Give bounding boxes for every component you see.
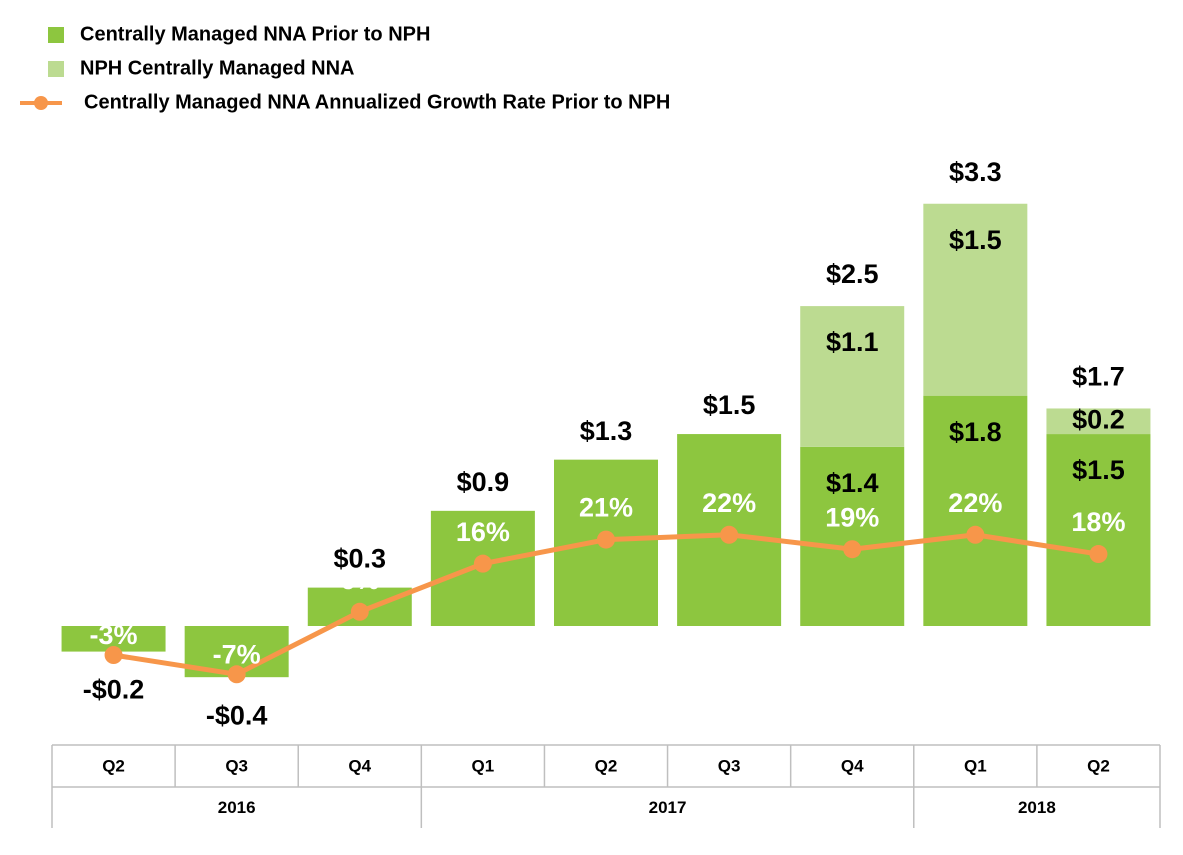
percent-label: -3% bbox=[90, 620, 138, 650]
bar bbox=[800, 446, 905, 626]
legend-swatch bbox=[48, 27, 64, 43]
legend-marker bbox=[34, 96, 48, 110]
legend-swatch bbox=[48, 61, 64, 77]
data-label: $0.3 bbox=[333, 544, 386, 574]
data-label: $0.9 bbox=[457, 467, 510, 497]
data-label: -$0.2 bbox=[83, 675, 145, 705]
bar bbox=[1046, 434, 1151, 626]
total-label: $3.3 bbox=[949, 157, 1002, 187]
line-marker bbox=[720, 525, 739, 544]
bar bbox=[800, 306, 905, 447]
line-marker bbox=[104, 646, 123, 665]
data-label: $1.1 bbox=[826, 327, 879, 357]
percent-label: 18% bbox=[1071, 507, 1125, 537]
legend-label: Centrally Managed NNA Prior to NPH bbox=[80, 23, 430, 45]
x-tick-label: Q4 bbox=[348, 756, 371, 775]
percent-label: 21% bbox=[579, 493, 633, 523]
percent-label: 6% bbox=[340, 565, 379, 595]
line-marker bbox=[350, 602, 369, 621]
bar bbox=[923, 203, 1028, 396]
data-label: $1.3 bbox=[580, 416, 633, 446]
data-label: $1.5 bbox=[949, 225, 1002, 255]
total-label: $2.5 bbox=[826, 259, 879, 289]
percent-label: 22% bbox=[702, 488, 756, 518]
data-label: $1.8 bbox=[949, 417, 1002, 447]
line-marker bbox=[227, 665, 246, 684]
x-group-label: 2016 bbox=[218, 798, 256, 817]
x-tick-label: Q1 bbox=[472, 756, 495, 775]
data-label: $1.5 bbox=[1072, 455, 1125, 485]
bar bbox=[923, 395, 1028, 626]
line-marker bbox=[1089, 545, 1108, 564]
legend-label: NPH Centrally Managed NNA bbox=[80, 57, 355, 79]
x-tick-label: Q1 bbox=[964, 756, 987, 775]
x-tick-label: Q3 bbox=[225, 756, 248, 775]
data-label: -$0.4 bbox=[206, 700, 268, 730]
percent-label: -7% bbox=[213, 639, 261, 669]
line-marker bbox=[843, 540, 862, 559]
x-tick-label: Q2 bbox=[102, 756, 125, 775]
x-tick-label: Q2 bbox=[595, 756, 618, 775]
legend-label: Centrally Managed NNA Annualized Growth … bbox=[84, 91, 670, 113]
total-label: $1.7 bbox=[1072, 362, 1125, 392]
x-tick-label: Q4 bbox=[841, 756, 864, 775]
percent-label: 19% bbox=[825, 502, 879, 532]
x-group-label: 2017 bbox=[649, 798, 687, 817]
line-marker bbox=[597, 530, 615, 549]
x-group-label: 2018 bbox=[1018, 798, 1056, 817]
line-marker bbox=[966, 525, 985, 544]
x-tick-label: Q3 bbox=[718, 756, 741, 775]
bar bbox=[1046, 408, 1151, 435]
percent-label: 22% bbox=[948, 488, 1002, 518]
percent-label: 16% bbox=[456, 517, 510, 547]
x-tick-label: Q2 bbox=[1087, 756, 1110, 775]
data-label: $1.4 bbox=[826, 468, 879, 498]
data-label: $1.5 bbox=[703, 390, 756, 420]
data-label: $0.2 bbox=[1072, 404, 1125, 434]
line-marker bbox=[473, 554, 492, 573]
